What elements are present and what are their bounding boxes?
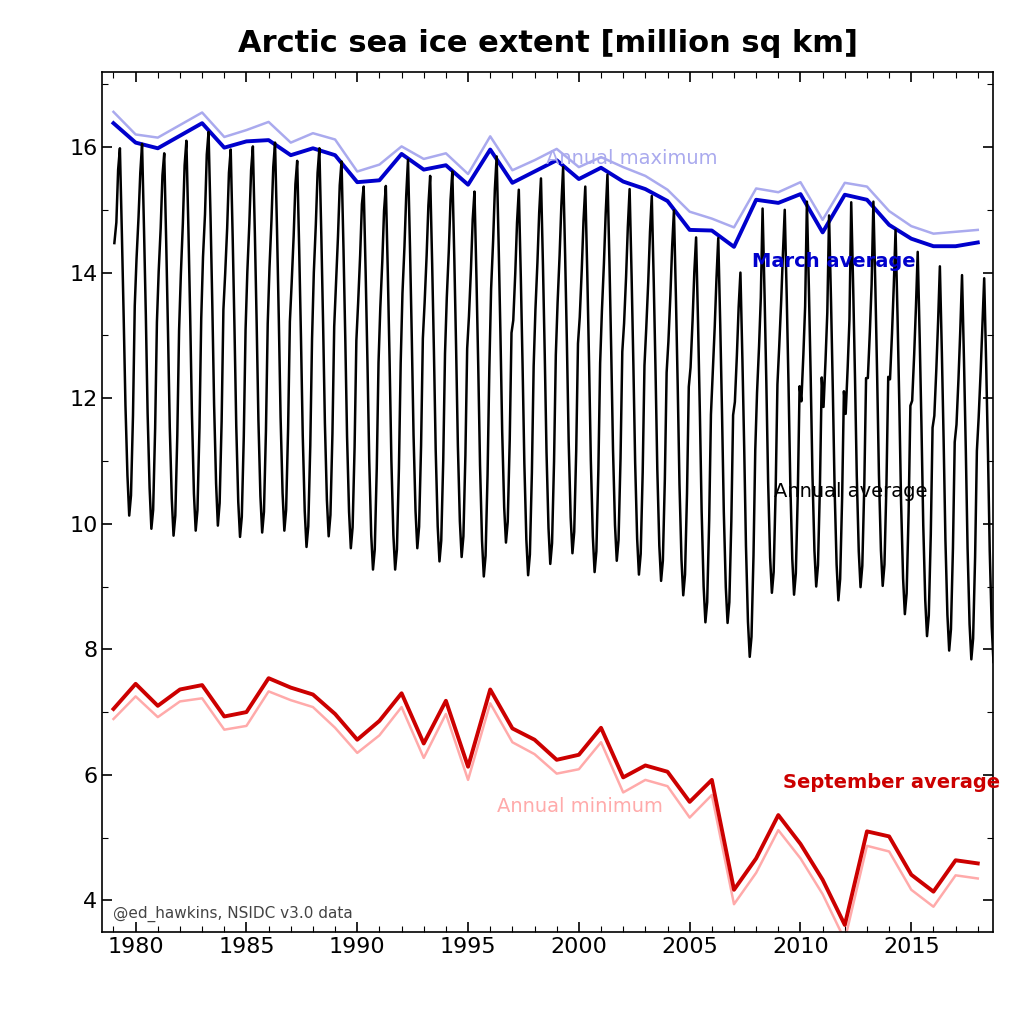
- Text: Annual maximum: Annual maximum: [546, 148, 717, 168]
- Title: Arctic sea ice extent [million sq km]: Arctic sea ice extent [million sq km]: [238, 30, 858, 58]
- Text: @ed_hawkins, NSIDC v3.0 data: @ed_hawkins, NSIDC v3.0 data: [114, 906, 353, 923]
- Text: March average: March average: [752, 252, 915, 270]
- Text: Annual minimum: Annual minimum: [497, 797, 663, 816]
- Text: September average: September average: [782, 773, 999, 792]
- Text: Annual average: Annual average: [774, 481, 928, 501]
